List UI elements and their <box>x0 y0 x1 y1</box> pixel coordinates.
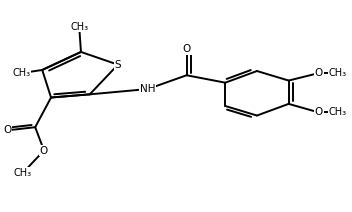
Text: CH₃: CH₃ <box>14 168 32 178</box>
Text: CH₃: CH₃ <box>329 68 347 78</box>
Text: NH: NH <box>140 84 156 94</box>
Text: CH₃: CH₃ <box>329 107 347 117</box>
Text: CH₃: CH₃ <box>12 68 30 78</box>
Text: O: O <box>314 68 323 78</box>
Text: O: O <box>40 145 48 156</box>
Text: O: O <box>182 44 191 54</box>
Text: S: S <box>115 60 121 70</box>
Text: O: O <box>3 125 11 135</box>
Text: O: O <box>314 107 323 117</box>
Text: CH₃: CH₃ <box>70 21 88 32</box>
